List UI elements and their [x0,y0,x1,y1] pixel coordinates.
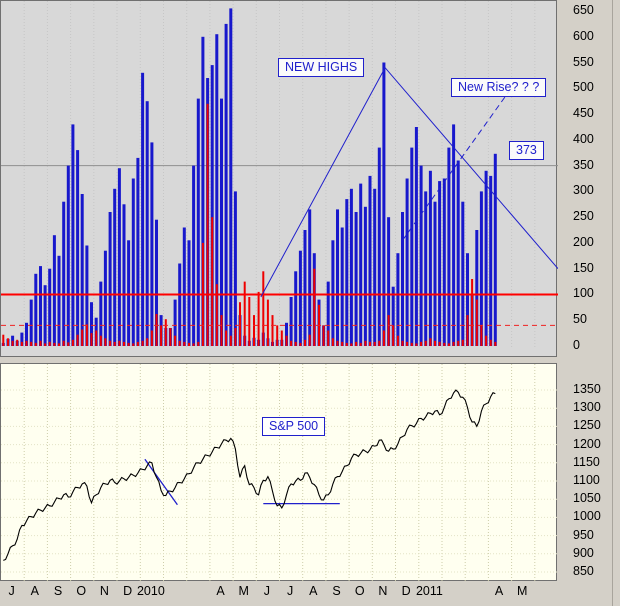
y-tick-label: 900 [573,546,594,560]
y-tick-label: 1250 [573,418,601,432]
x-tick-label: A [494,584,504,598]
y-tick-label: 500 [573,80,594,94]
y-tick-label: 1100 [573,473,600,487]
x-tick-label: N [99,584,109,598]
y-tick-label: 1050 [573,491,601,505]
y-tick-label: 1300 [573,400,601,414]
y-tick-label: 250 [573,209,594,223]
new-highs-panel: NEW HIGHS New Rise? ? ? 373 [0,0,558,357]
y-tick-label: 650 [573,3,594,17]
y-tick-label: 0 [573,338,580,352]
x-tick-label: J [263,584,271,598]
y-tick-label: 150 [573,261,594,275]
window-edge-divider [612,0,613,606]
y-tick-label: 850 [573,564,594,578]
x-tick-label: 2011 [415,584,443,598]
x-tick-label: M [238,584,249,598]
y-tick-label: 300 [573,183,594,197]
y-tick-label: 100 [573,286,594,300]
top-y-axis: 650 600 550 500 450 400 350 300 250 200 150 100 50 0 [558,0,620,358]
x-tick-label: A [216,584,225,598]
y-tick-label: 1200 [573,437,601,451]
x-axis: J A S O N D 2010 A M J J A S O N D 2011 A M [0,582,620,606]
x-tick-label: O [76,584,87,598]
y-tick-label: 550 [573,55,594,69]
new-rise-annotation: New Rise? ? ? [451,78,547,97]
y-tick-label: 950 [573,528,594,542]
y-tick-label: 350 [573,158,594,172]
x-tick-label: N [378,584,388,598]
sp500-annotation: S&P 500 [262,417,326,436]
sp500-panel: S&P 500 [0,363,558,581]
x-tick-label: D [123,584,133,598]
y-tick-label: 1350 [573,382,601,396]
y-tick-label: 1000 [573,509,601,523]
bottom-y-axis: 1350 1300 1250 1200 1150 1100 1050 1000 950 900 85… [558,363,620,581]
y-tick-label: 1150 [573,455,600,469]
x-tick-label: O [354,584,365,598]
x-tick-label: S [332,584,341,598]
x-tick-label: A [30,584,39,598]
y-tick-label: 50 [573,312,587,326]
y-tick-label: 600 [573,29,594,43]
new-highs-annotation: NEW HIGHS [278,58,365,77]
sp500-chart [1,364,558,581]
y-tick-label: 200 [573,235,594,249]
x-tick-label: J [286,584,294,598]
last-value-flag: 373 [509,141,544,160]
x-tick-label: J [8,584,15,598]
x-tick-label: D [401,584,411,598]
x-tick-label: M [516,584,528,598]
y-tick-label: 450 [573,106,594,120]
new-highs-chart [1,1,558,349]
x-tick-label: A [309,584,318,598]
x-tick-label: 2010 [136,584,165,598]
x-tick-label: S [53,584,63,598]
y-tick-label: 400 [573,132,594,146]
